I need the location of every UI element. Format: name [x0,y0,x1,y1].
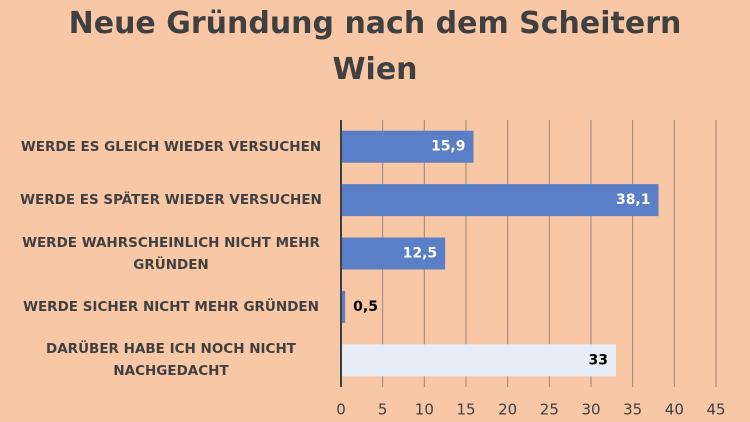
x-tick-label: 5 [378,401,388,419]
x-tick-label: 10 [415,401,434,419]
x-tick-label: 35 [623,401,642,419]
value-label: 33 [589,352,608,368]
value-label: 12,5 [403,246,438,262]
bar [341,184,659,217]
bar [341,237,446,270]
chart-subtitle: Wien [332,52,418,87]
x-tick-label: 45 [706,401,725,419]
y-tick-label: WERDE WAHRSCHEINLICH NICHT MEHR GRÜNDEN [22,234,320,273]
y-tick-label: DARÜBER HABE ICH NOCH NICHT NACHGEDACHT [46,341,296,380]
x-tick-label: 30 [581,401,600,419]
y-tick-label: WERDE ES GLEICH WIEDER VERSUCHEN [20,138,322,155]
value-label: 15,9 [431,139,466,155]
bar [341,290,346,323]
x-tick-label: 40 [665,401,684,419]
chart-title: Neue Gründung nach dem Scheitern [68,6,682,41]
y-tick-label: WERDE SICHER NICHT MEHR GRÜNDEN [23,298,319,315]
value-label: 38,1 [616,192,651,208]
x-tick-label: 20 [498,401,517,419]
x-tick-label: 0 [336,401,346,419]
x-tick-label: 15 [456,401,475,419]
bar [341,344,616,377]
y-tick-label: WERDE ES SPÄTER WIEDER VERSUCHEN [20,192,322,209]
x-tick-label: 25 [540,401,559,419]
value-label: 0,5 [353,299,378,315]
bar [341,130,474,163]
